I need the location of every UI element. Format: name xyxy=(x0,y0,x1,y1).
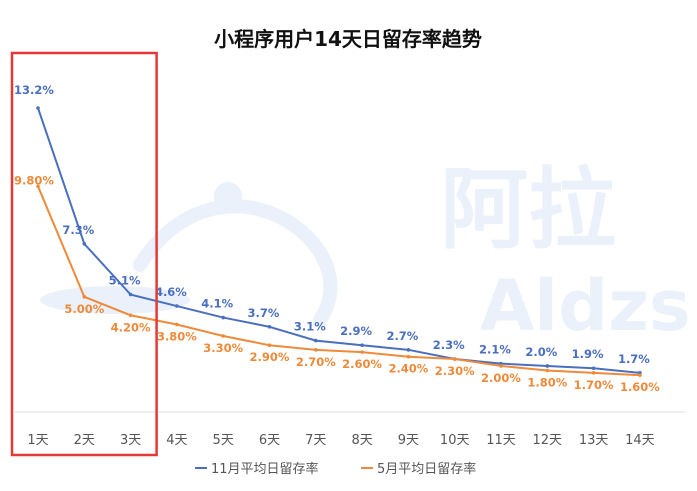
data-label: 2.7% xyxy=(386,329,418,343)
data-label: 2.00% xyxy=(481,371,521,385)
x-tick-label: 7天 xyxy=(305,433,326,448)
data-label: 1.80% xyxy=(527,376,567,390)
data-label: 4.20% xyxy=(111,320,151,334)
data-point xyxy=(499,364,503,368)
data-label: 1.60% xyxy=(620,380,660,394)
data-label: 3.7% xyxy=(248,306,280,320)
data-point xyxy=(591,366,596,371)
x-tick-label: 14天 xyxy=(625,433,655,448)
watermark-en: Aldzs xyxy=(480,265,691,347)
x-tick-label: 1天 xyxy=(27,433,48,448)
x-tick-label: 5天 xyxy=(213,433,234,448)
data-point xyxy=(267,343,272,348)
data-label: 4.6% xyxy=(155,285,187,299)
legend-label-may: 5月平均日留存率 xyxy=(377,461,476,477)
series-line xyxy=(37,185,640,377)
x-tick-label: 9天 xyxy=(398,433,419,448)
series-layer: 13.2% 7.3% 5.1% 4.6% 4.1% 3.7% 3.1% 2.9% 2.7% 2.3… xyxy=(14,83,660,394)
data-label: 5.1% xyxy=(109,274,141,288)
watermark: 阿拉 Aldzs xyxy=(40,158,691,347)
data-point xyxy=(221,334,225,338)
data-label: 9.80% xyxy=(14,173,54,187)
data-label: 1.7% xyxy=(618,352,650,366)
watermark-cn: 阿拉 xyxy=(440,158,616,261)
data-point xyxy=(360,350,364,354)
highlight-box xyxy=(10,51,158,457)
watermark-swoosh xyxy=(40,286,190,314)
data-label: 3.30% xyxy=(203,341,243,355)
data-point xyxy=(221,315,225,320)
data-point xyxy=(406,348,411,352)
data-point xyxy=(452,357,457,361)
data-point xyxy=(175,322,179,327)
data-label: 1.70% xyxy=(574,378,614,392)
data-label: 13.2% xyxy=(14,83,54,97)
data-point xyxy=(545,368,550,373)
x-tick-label: 8天 xyxy=(351,433,372,448)
legend-label-nov: 11月平均日留存率 xyxy=(211,461,319,477)
x-tick-label: 12天 xyxy=(533,433,563,448)
x-tick-label: 13天 xyxy=(579,433,609,448)
x-tick-labels: 1天 2天 3天 4天 5天 6天 7天 8天 9天 10天 11天 12天 13天 14天 xyxy=(27,433,654,448)
data-point xyxy=(545,364,550,368)
series-nov: 13.2% 7.3% 5.1% 4.6% 4.1% 3.7% 3.1% 2.9% 2.7% 2.3… xyxy=(14,83,650,375)
data-point xyxy=(638,373,642,377)
x-tick-label: 2天 xyxy=(74,433,95,448)
data-label: 2.70% xyxy=(296,355,336,369)
data-label: 2.1% xyxy=(479,343,511,357)
data-point xyxy=(406,354,411,359)
data-point xyxy=(82,242,87,246)
x-tick-label: 11天 xyxy=(486,433,516,448)
data-label: 4.1% xyxy=(201,297,233,311)
data-point xyxy=(267,324,272,329)
data-point xyxy=(128,292,133,297)
watermark-curve xyxy=(133,199,338,327)
data-label: 5.00% xyxy=(64,302,104,316)
data-point xyxy=(36,184,40,189)
data-point xyxy=(360,343,364,348)
data-point xyxy=(82,295,87,299)
data-label: 2.3% xyxy=(433,338,465,352)
data-label: 7.3% xyxy=(62,223,94,237)
x-tick-label: 10天 xyxy=(440,433,470,448)
x-tick-label: 3天 xyxy=(120,433,141,448)
data-point xyxy=(175,304,179,308)
data-point xyxy=(591,371,596,375)
data-label: 1.9% xyxy=(572,347,604,361)
series-may: 9.80% 5.00% 4.20% 3.80% 3.30% 2.90% 2.70% 2.60%… xyxy=(14,173,660,394)
chart-title: 小程序用户14天日留存率趋势 xyxy=(214,27,482,51)
data-label: 3.80% xyxy=(157,329,197,343)
data-label: 2.90% xyxy=(250,350,290,364)
data-label: 2.0% xyxy=(525,345,557,359)
data-point xyxy=(128,313,133,318)
data-point xyxy=(314,348,318,352)
data-label: 2.60% xyxy=(342,357,382,371)
data-point xyxy=(314,338,318,343)
data-label: 2.30% xyxy=(435,364,475,378)
legend: 11月平均日留存率 5月平均日留存率 xyxy=(195,461,476,477)
data-label: 2.40% xyxy=(388,362,428,376)
data-label: 2.9% xyxy=(340,324,372,338)
data-label: 3.1% xyxy=(294,320,326,334)
x-tick-label: 6天 xyxy=(259,433,280,448)
data-point xyxy=(36,106,40,110)
x-tick-label: 4天 xyxy=(166,433,187,448)
series-line xyxy=(37,107,640,374)
